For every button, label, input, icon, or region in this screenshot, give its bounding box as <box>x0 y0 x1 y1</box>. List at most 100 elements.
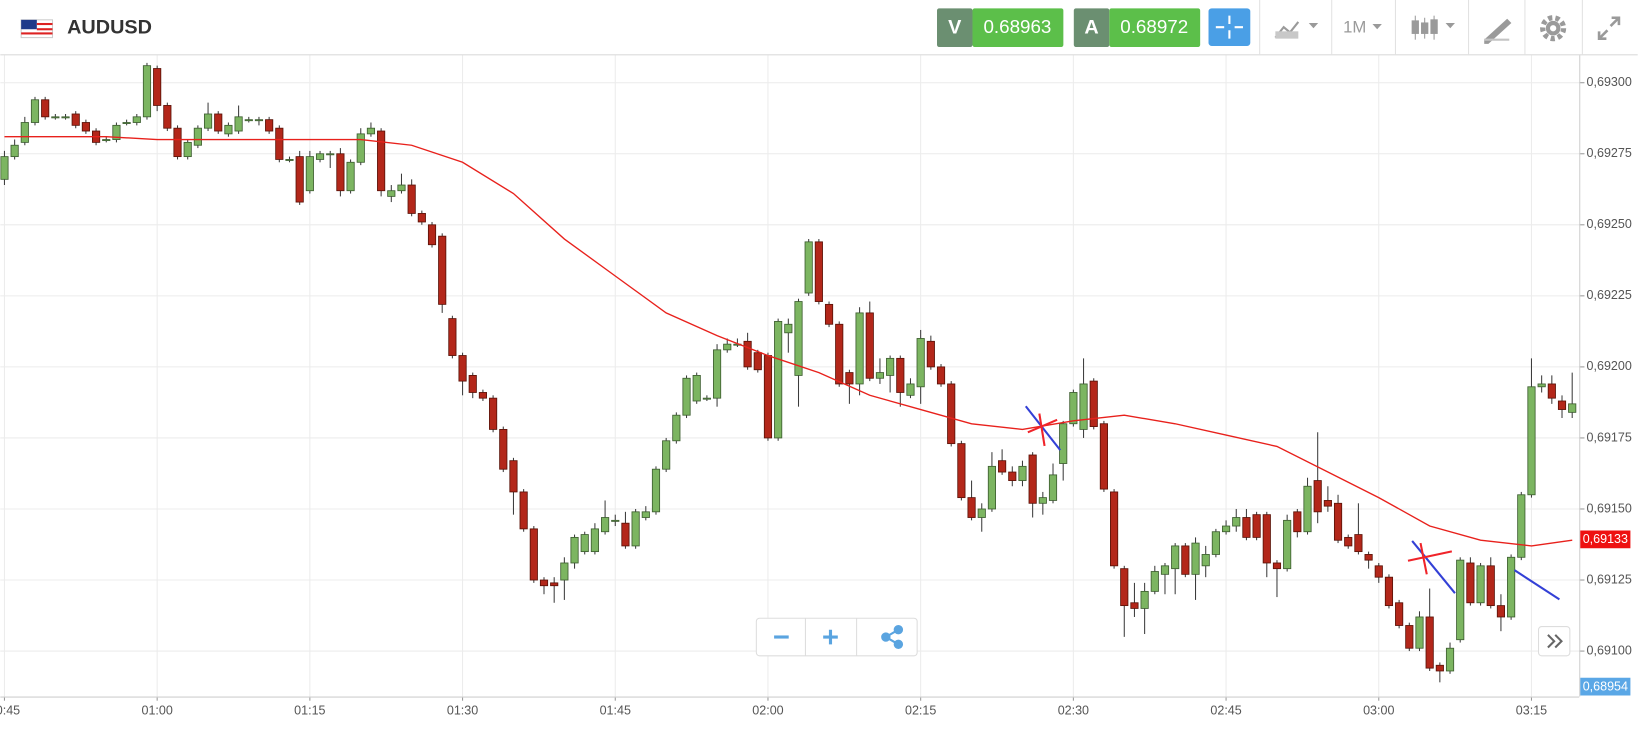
candle-body <box>712 349 722 399</box>
draw-tool-button[interactable] <box>1484 18 1512 44</box>
candle-style-button[interactable] <box>1411 15 1455 40</box>
candle-body <box>1333 502 1343 541</box>
y-tick-label: 0,69275 <box>1587 146 1632 160</box>
y-tick-label: 0,69150 <box>1587 501 1632 515</box>
candle-body <box>295 156 304 203</box>
candle-body <box>81 122 90 132</box>
candle-body <box>1486 565 1495 607</box>
candle-body <box>1089 380 1098 427</box>
share-button[interactable] <box>881 625 904 650</box>
candle-body <box>692 375 701 402</box>
y-tick-label: 0,69300 <box>1587 75 1632 89</box>
moving-average-line <box>4 136 1573 547</box>
candle-body <box>998 460 1007 473</box>
y-tick-label: 0,69225 <box>1587 288 1632 302</box>
candle-body <box>458 355 467 382</box>
chart-type-button[interactable] <box>1274 21 1319 39</box>
candle-body <box>315 153 325 160</box>
candle-body <box>784 323 793 334</box>
candle-body <box>886 357 895 376</box>
last-price-tag <box>1580 677 1631 696</box>
x-tick-label: 02:45 <box>1210 703 1241 717</box>
candle-body <box>1507 556 1516 618</box>
candle-body <box>794 301 803 376</box>
candle-body <box>1130 602 1139 609</box>
candle-body <box>682 377 691 416</box>
toolbar-separators <box>1259 0 1583 55</box>
x-tick-label: 01:45 <box>600 703 631 717</box>
candle-body <box>1140 590 1149 609</box>
candle-body <box>285 159 294 161</box>
buy-button[interactable]: A 0.68972 <box>1073 8 1201 47</box>
candle-body <box>1232 517 1241 527</box>
candle-body <box>153 68 162 106</box>
candle-body <box>560 562 569 581</box>
candle-body <box>1110 491 1119 567</box>
drawings <box>1024 405 1560 601</box>
candle-body <box>753 352 762 371</box>
timeframe-button[interactable]: 1M <box>1343 18 1382 37</box>
candle-body <box>967 497 976 518</box>
candle-body <box>1048 474 1058 501</box>
settings-button[interactable] <box>1540 15 1567 42</box>
candle-body <box>478 392 487 399</box>
candle-body <box>61 116 70 119</box>
axes: 0,69100 0,69125 0,69150 0,69175 0,69200 0,692… <box>0 54 1632 717</box>
x-tick-label: 01:30 <box>447 703 478 717</box>
crosshair-button[interactable] <box>1208 8 1251 46</box>
candle-body <box>30 99 40 123</box>
candle-body <box>1557 400 1567 410</box>
zoom-in[interactable] <box>823 629 838 645</box>
candle-body <box>1150 571 1159 592</box>
y-tick-label: 0,69250 <box>1587 217 1632 231</box>
x-tick-label: 02:00 <box>752 703 783 717</box>
candle-body <box>326 153 335 156</box>
zoom-controls <box>755 617 918 657</box>
candle-body <box>356 133 365 163</box>
candle-body <box>804 241 813 294</box>
candle-body <box>896 357 905 393</box>
candle-body <box>224 124 233 135</box>
y-tick-label: 0,69100 <box>1587 643 1632 657</box>
scroll-right-button[interactable] <box>1537 626 1571 657</box>
candle-body <box>112 124 121 140</box>
candle-body <box>580 534 589 553</box>
last-price-label: 0,68954 <box>1583 679 1628 693</box>
sell-button[interactable]: V 0.68963 <box>937 8 1064 47</box>
candle-body <box>590 528 599 553</box>
candle-body <box>366 127 376 135</box>
buy-label: A <box>1084 16 1098 38</box>
candle-body <box>947 383 956 445</box>
candle-body <box>916 338 925 388</box>
buy-price: 0.68972 <box>1120 16 1188 37</box>
candle-body <box>723 343 732 351</box>
grid <box>0 54 1580 697</box>
candle-body <box>672 414 681 442</box>
candle-body <box>1211 531 1220 555</box>
symbol: AUDUSD <box>67 16 152 38</box>
candle-body <box>1517 494 1526 558</box>
candle-body <box>0 156 9 180</box>
candle-body <box>244 119 253 122</box>
candle-body <box>41 99 50 118</box>
candle-body <box>1252 514 1261 538</box>
candle-body <box>51 116 60 119</box>
candle-body <box>1160 565 1170 575</box>
candle-body <box>417 213 426 223</box>
y-tick-label: 0,69200 <box>1587 359 1632 373</box>
candle-body <box>142 65 152 118</box>
candle-body <box>906 383 915 396</box>
candle-body <box>1395 602 1404 626</box>
candle-body <box>509 460 518 493</box>
x-tick-label: 02:30 <box>1058 703 1089 717</box>
candle-body <box>1547 383 1556 399</box>
candle-body <box>1313 480 1322 513</box>
toolbar <box>0 0 1638 55</box>
candle-body <box>163 105 172 129</box>
candle-body <box>102 139 111 142</box>
plot-area <box>0 62 1577 683</box>
fullscreen-button[interactable] <box>1597 16 1621 40</box>
y-tick-label: 0,69175 <box>1587 430 1632 444</box>
candle-body <box>662 440 671 470</box>
